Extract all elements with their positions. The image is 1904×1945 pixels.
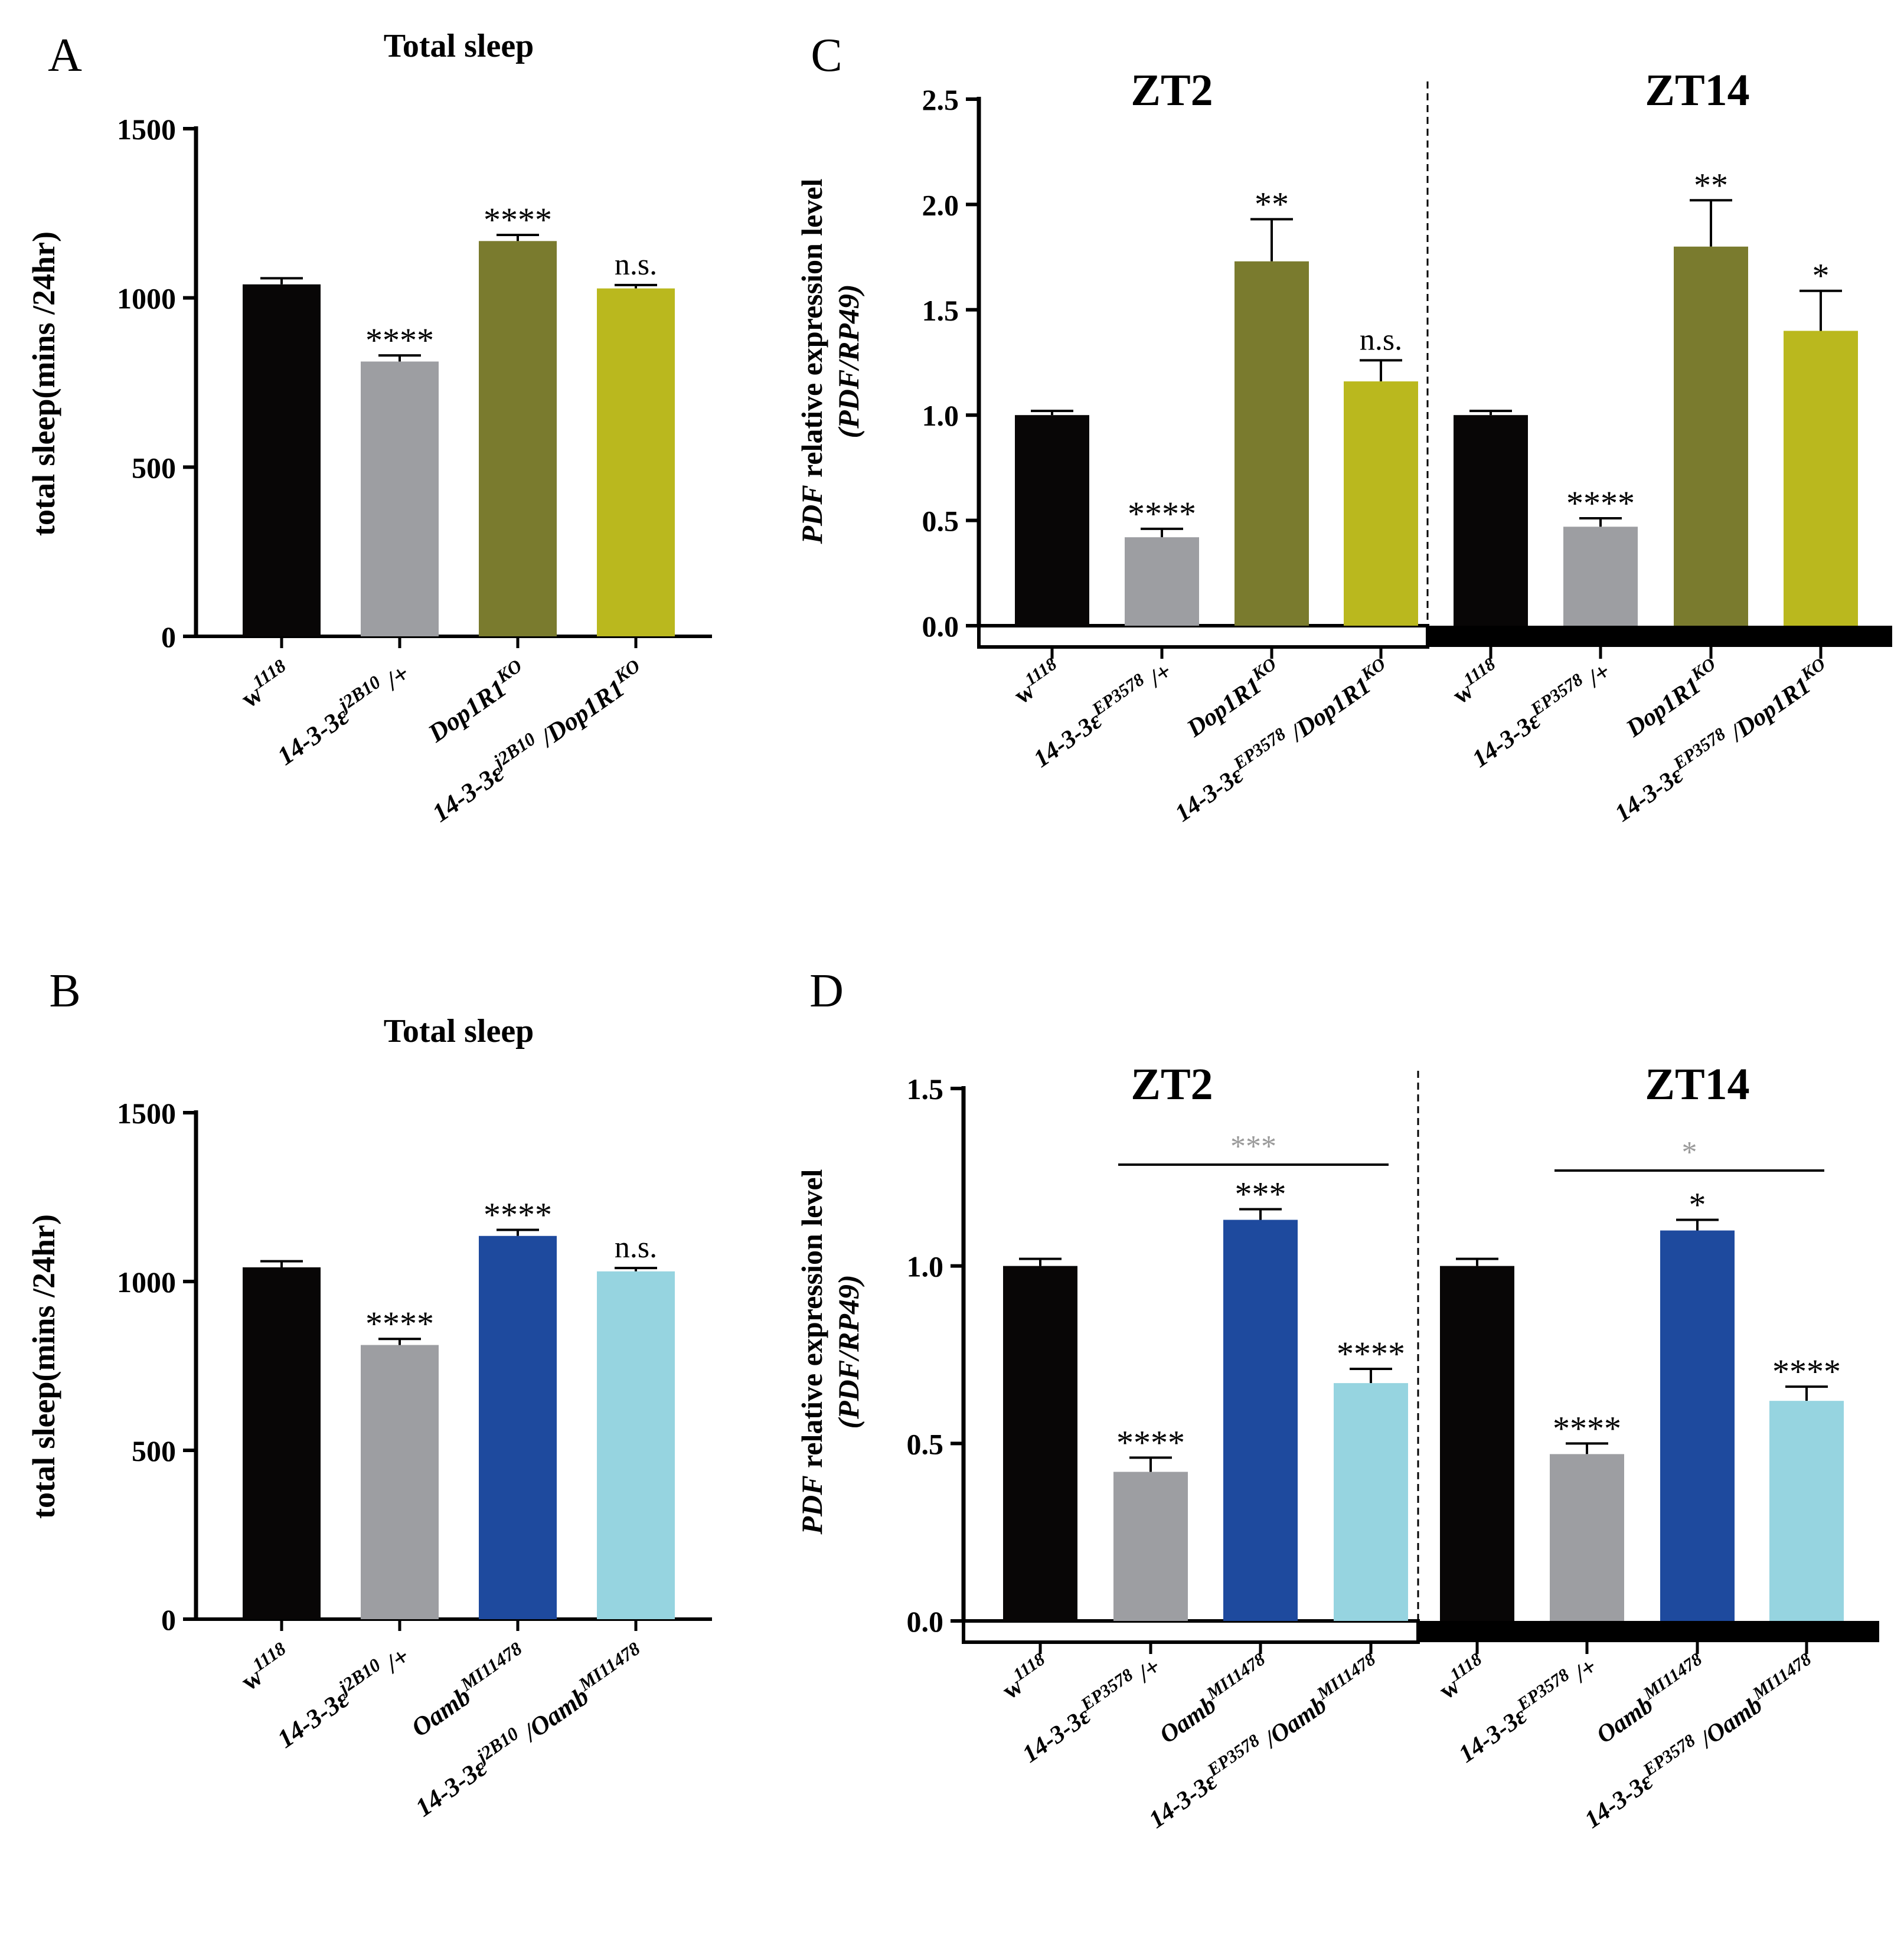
group-title: ZT14 (1645, 66, 1749, 115)
group-title: ZT14 (1645, 1060, 1749, 1109)
y-tick-label: 0.0 (922, 610, 959, 643)
category-label: w1118 (1007, 653, 1067, 710)
y-tick-label: 2.5 (922, 83, 959, 116)
category-label: w1118 (1432, 1649, 1492, 1705)
significance-label: ** (1255, 185, 1289, 223)
chart-title: Total sleep (384, 1013, 534, 1050)
bar (243, 284, 321, 636)
bar (1015, 415, 1089, 626)
bar (361, 1345, 439, 1619)
category-label: 14-3-3εEP3578 /Dop1R1KO (1607, 653, 1836, 827)
y-tick-label: 1000 (117, 1266, 176, 1299)
significance-label: * (1689, 1185, 1706, 1224)
category-label: 14-3-3εj2B10 /+ (269, 1638, 414, 1754)
category-label: w1118 (995, 1649, 1056, 1705)
y-tick-label: 0.5 (922, 505, 959, 538)
panel-d: D ZT2 ZT14 PDF relative expression level (PD… (795, 965, 1879, 1834)
significance-label: **** (1337, 1335, 1405, 1373)
y-tick-label: 1.5 (922, 294, 959, 327)
y-tick-label: 1.0 (922, 399, 959, 432)
panel-a: A Total sleep total sleep(mins /24hr) 0 500 1… (26, 28, 712, 828)
comparison-label: * (1682, 1136, 1697, 1169)
category-label: 14-3-3εEP3578 /Dop1R1KO (1167, 653, 1396, 827)
significance-label: **** (365, 321, 434, 359)
bar (479, 1235, 557, 1619)
significance-label: *** (1235, 1175, 1286, 1213)
chart-title: Total sleep (384, 28, 534, 64)
significance-label: ** (1694, 166, 1728, 204)
y-tick-label: 500 (132, 451, 176, 484)
significance-label: **** (365, 1305, 434, 1343)
bar (1440, 1266, 1514, 1621)
y-tick-label: 1.5 (907, 1073, 944, 1106)
panel-c: C ZT2 ZT14 PDF relative expression level (PD… (795, 30, 1892, 828)
bar (1334, 1383, 1408, 1621)
y-tick-label: 0.5 (907, 1427, 944, 1460)
significance-label: **** (484, 1195, 552, 1234)
bar (597, 288, 675, 636)
group-title: ZT2 (1131, 1060, 1213, 1109)
light-phase-bar (977, 624, 1429, 649)
bar (1113, 1472, 1188, 1621)
bar (243, 1267, 321, 1619)
comparison-label: *** (1230, 1130, 1276, 1163)
bar (1784, 331, 1858, 626)
y-tick-label: 2.0 (922, 188, 959, 221)
bar (1125, 537, 1199, 626)
bar (1550, 1454, 1624, 1621)
y-tick-label: 500 (132, 1434, 176, 1467)
significance-label: **** (1553, 1409, 1621, 1447)
bar (1235, 261, 1309, 626)
light-phase-bar (962, 1619, 1420, 1644)
significance-label: n.s. (1360, 323, 1402, 357)
y-tick-label: 1.0 (907, 1250, 944, 1283)
category-label: Dop1R1KO (420, 655, 533, 748)
bar (479, 241, 557, 636)
panel-label: B (49, 965, 80, 1017)
category-label: w1118 (1445, 653, 1506, 710)
y-tick-label: 0 (161, 620, 176, 653)
significance-label: * (1812, 257, 1830, 295)
category-label: w1118 (233, 655, 297, 714)
bar (1674, 246, 1748, 626)
y-tick-label: 1500 (117, 113, 176, 146)
y-tick-label: 0.0 (907, 1605, 944, 1638)
category-label: w1118 (233, 1638, 297, 1696)
y-axis-label: total sleep(mins /24hr) (26, 1214, 61, 1519)
group-title: ZT2 (1131, 66, 1213, 115)
bar (1769, 1401, 1844, 1621)
significance-label: n.s. (615, 248, 657, 282)
significance-label: **** (1566, 484, 1635, 522)
significance-label: **** (1116, 1423, 1185, 1462)
y-tick-label: 1500 (117, 1097, 176, 1130)
bar (361, 361, 439, 636)
dark-phase-bar (1428, 626, 1892, 647)
y-axis-label: PDF relative expression level (PDF/RP49) (795, 178, 865, 544)
panel-label: D (809, 965, 844, 1017)
significance-label: n.s. (615, 1231, 657, 1264)
y-axis-label: PDF relative expression level (PDF/RP49) (795, 1169, 865, 1535)
bar (1223, 1220, 1298, 1621)
significance-label: **** (1128, 495, 1196, 533)
bar (1344, 381, 1418, 626)
bar (1563, 527, 1638, 626)
category-label: 14-3-3εj2B10 /+ (269, 655, 414, 771)
panel-label: C (811, 30, 842, 81)
panel-b: B Total sleep total sleep(mins /24hr) 0 500 1… (26, 965, 712, 1822)
y-tick-label: 1000 (117, 282, 176, 315)
category-label: 14-3-3εj2B10 /OambMI11478 (407, 1638, 651, 1822)
bar (1003, 1266, 1077, 1621)
y-tick-label: 0 (161, 1603, 176, 1636)
category-label: 14-3-3εj2B10 /Dop1R1KO (424, 655, 651, 828)
bar (597, 1271, 675, 1619)
significance-label: **** (484, 201, 552, 239)
bar (1660, 1230, 1735, 1621)
panel-label: A (48, 30, 82, 81)
bar (1454, 415, 1528, 626)
dark-phase-bar (1418, 1621, 1879, 1642)
significance-label: **** (1772, 1352, 1841, 1391)
y-axis-label: total sleep(mins /24hr) (26, 231, 61, 536)
